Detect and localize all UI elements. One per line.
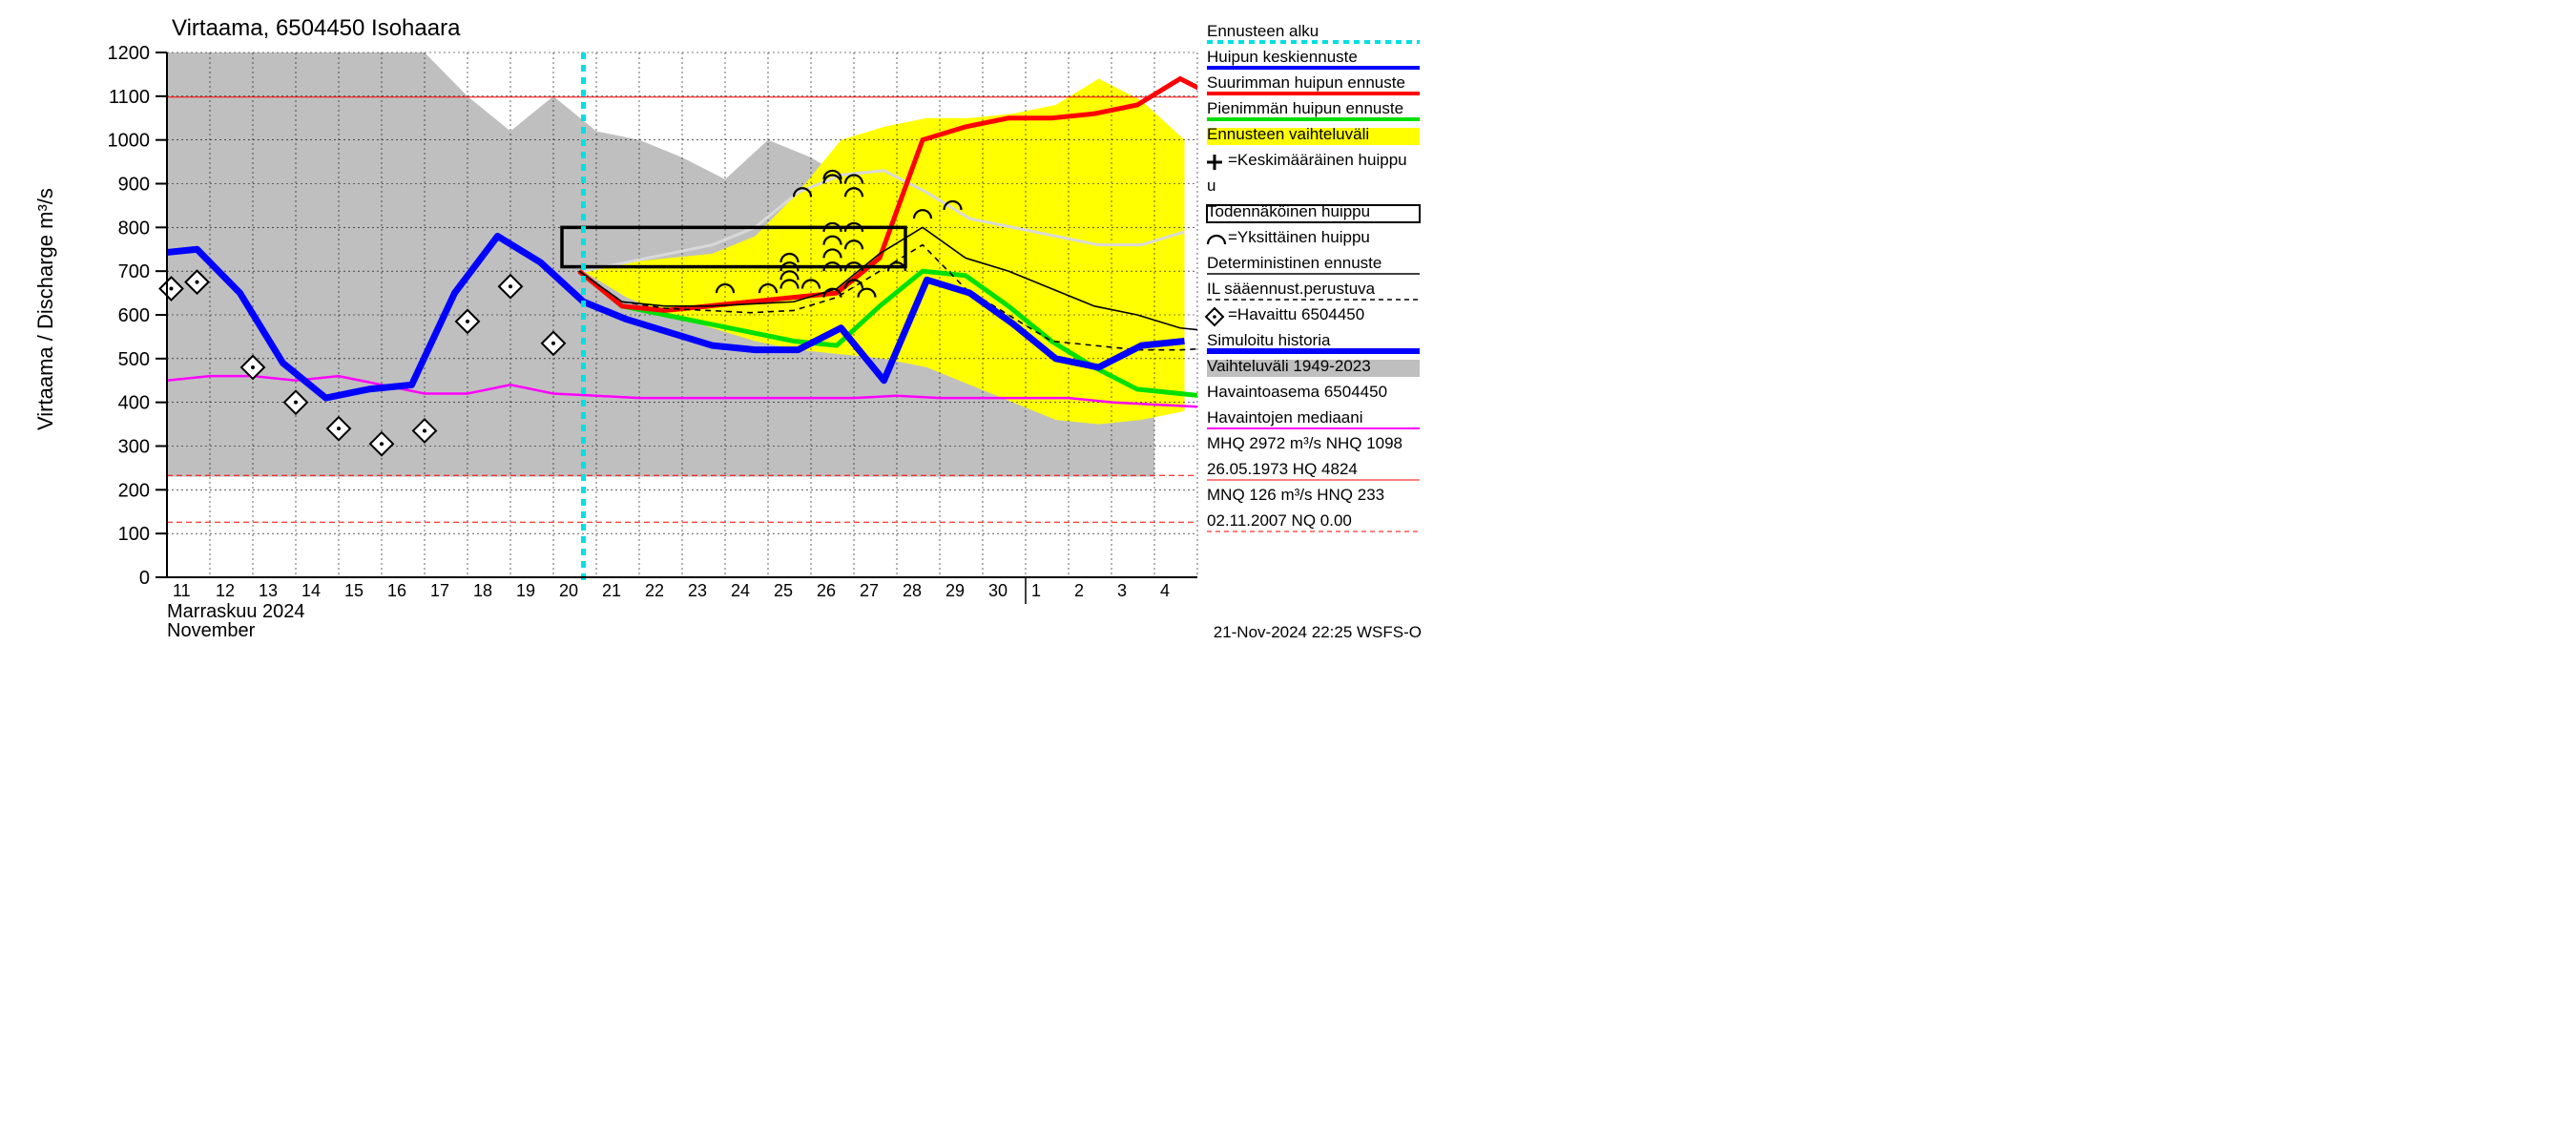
month-label-fi: Marraskuu 2024 [167, 601, 305, 622]
legend-label: Suurimman huipun ennuste [1207, 73, 1405, 92]
x-tick-label: 30 [988, 581, 1008, 600]
legend-label-wrap: u [1207, 177, 1215, 195]
x-tick-label: 29 [945, 581, 965, 600]
x-tick-label: 28 [903, 581, 922, 600]
x-tick-label: 23 [688, 581, 707, 600]
x-tick-label: 17 [430, 581, 449, 600]
legend-label: 02.11.2007 NQ 0.00 [1207, 511, 1352, 530]
legend-label: Ennusteen alku [1207, 22, 1319, 40]
x-tick-label: 16 [387, 581, 406, 600]
y-tick-label: 400 [118, 393, 150, 414]
discharge-chart: 0100200300400500600700800900100011001200… [0, 0, 1431, 649]
legend-label: IL sääennust.perustuva [1207, 280, 1376, 298]
y-tick-label: 700 [118, 261, 150, 282]
y-tick-label: 800 [118, 218, 150, 239]
y-tick-label: 100 [118, 524, 150, 545]
y-tick-label: 1000 [108, 131, 151, 152]
x-tick-label: 21 [602, 581, 621, 600]
legend-label: Vaihteluväli 1949-2023 [1207, 357, 1371, 375]
x-tick-label: 13 [259, 581, 278, 600]
legend-label: MHQ 2972 m³/s NHQ 1098 [1207, 434, 1402, 452]
x-tick-label: 26 [817, 581, 836, 600]
x-tick-label: 25 [774, 581, 793, 600]
x-tick-label: 24 [731, 581, 750, 600]
legend-label: Havaintoasema 6504450 [1207, 383, 1387, 401]
y-tick-label: 1100 [109, 87, 150, 108]
y-tick-label: 500 [118, 349, 150, 370]
legend-label: Deterministinen ennuste [1207, 254, 1381, 272]
y-tick-label: 1200 [108, 43, 151, 64]
month-label-en: November [167, 620, 256, 641]
legend-label: =Keskimääräinen huippu [1228, 151, 1407, 169]
x-tick-label: 11 [173, 581, 191, 600]
legend: Ennusteen alku Huipun keskiennuste Suurimm… [1206, 22, 1420, 531]
legend-label: =Yksittäinen huippu [1228, 228, 1370, 246]
x-tick-label: 22 [645, 581, 664, 600]
x-tick-label: 2 [1074, 581, 1084, 600]
legend-label: Pienimmän huipun ennuste [1207, 99, 1403, 117]
x-tick-label: 15 [344, 581, 364, 600]
x-tick-label: 27 [860, 581, 879, 600]
legend-label: Ennusteen vaihteluväli [1207, 125, 1369, 143]
legend-label: =Havaittu 6504450 [1228, 305, 1364, 323]
y-tick-label: 200 [118, 480, 150, 501]
legend-label: Huipun keskiennuste [1207, 48, 1358, 66]
x-tick-label: 19 [516, 581, 535, 600]
legend-label: Havaintojen mediaani [1207, 408, 1363, 427]
x-tick-label: 12 [216, 581, 235, 600]
y-tick-label: 0 [139, 568, 150, 589]
y-tick-label: 300 [118, 437, 150, 458]
x-tick-label: 1 [1031, 581, 1041, 600]
chart-title: Virtaama, 6504450 Isohaara [172, 15, 461, 41]
x-tick-label: 14 [301, 581, 321, 600]
legend-label: MNQ 126 m³/s HNQ 233 [1207, 486, 1384, 504]
footer-timestamp: 21-Nov-2024 22:25 WSFS-O [1214, 623, 1422, 641]
x-tick-label: 18 [473, 581, 492, 600]
y-tick-label: 900 [118, 175, 150, 196]
legend-label: Simuloitu historia [1207, 331, 1331, 349]
x-tick-label: 20 [559, 581, 578, 600]
legend-label: 26.05.1973 HQ 4824 [1207, 460, 1358, 478]
y-axis-label: Virtaama / Discharge m³/s [33, 188, 57, 430]
y-tick-label: 600 [118, 305, 150, 326]
legend-label: Todennäköinen huippu [1207, 202, 1370, 220]
x-tick-label: 4 [1160, 581, 1170, 600]
x-tick-label: 3 [1117, 581, 1127, 600]
